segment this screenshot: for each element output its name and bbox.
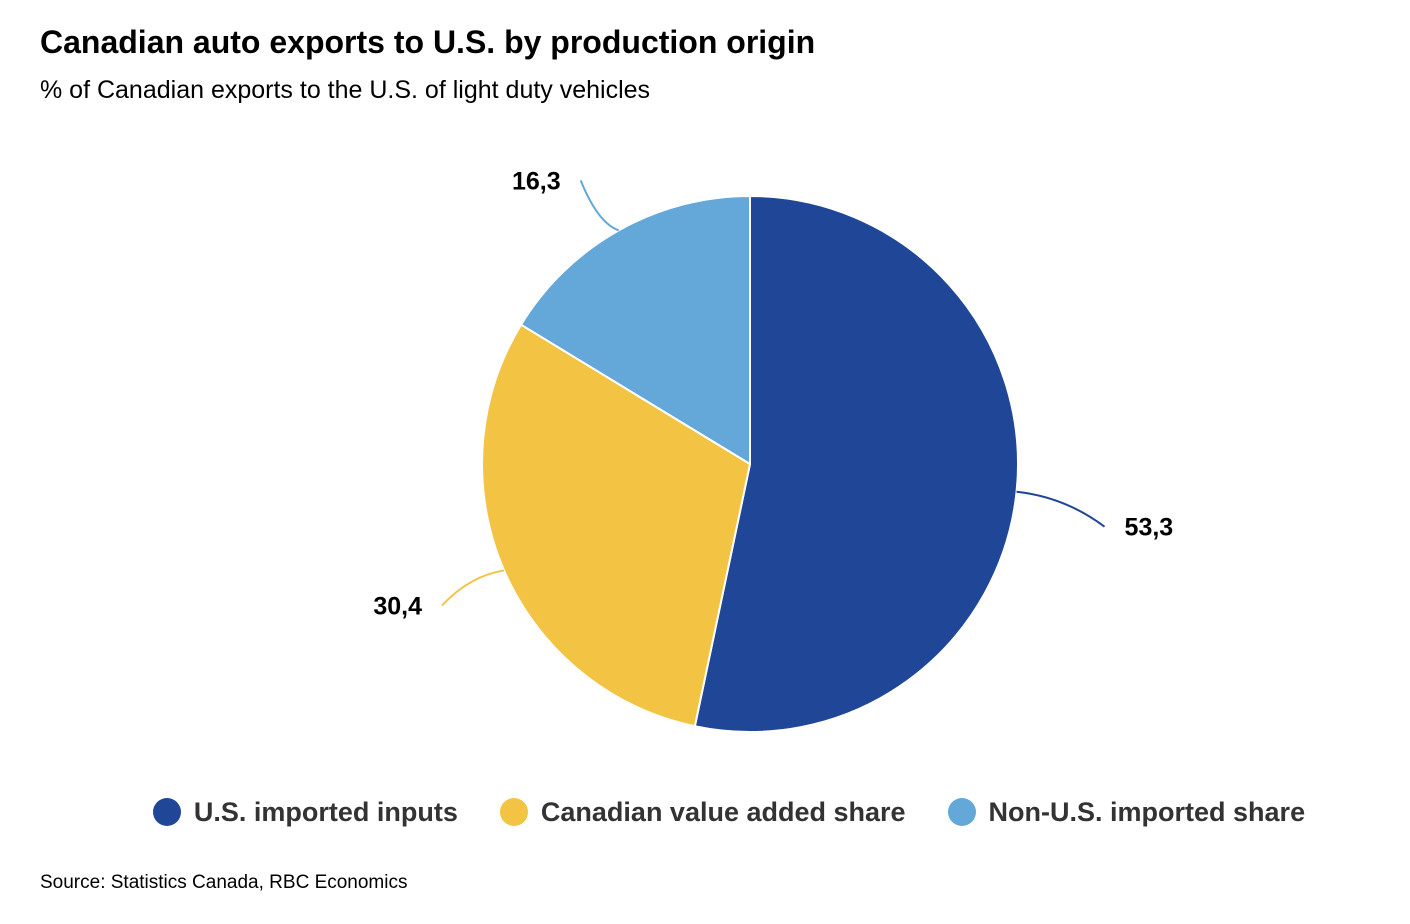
data-label-canadian-value-added-share: 30,4 — [373, 592, 422, 620]
legend-label: Canadian value added share — [540, 796, 906, 827]
data-label-u-s-imported-inputs: 53,3 — [1125, 514, 1174, 542]
legend-item-non-us-imported-share[interactable]: Non-U.S. imported share — [947, 796, 1306, 828]
leader-line-u-s-imported-inputs — [1016, 490, 1106, 528]
legend-swatch-non-us-imported-share — [947, 798, 976, 826]
leader-line-non-u-s-imported-share — [579, 180, 620, 232]
chart-title: Canadian auto exports to U.S. by product… — [40, 24, 816, 60]
chart-legend: U.S. imported inputs Canadian value adde… — [0, 790, 1410, 834]
legend-label: U.S. imported inputs — [193, 796, 458, 827]
pie-slice-u-s-imported-inputs[interactable] — [693, 195, 1019, 733]
legend-item-canadian-value-added-share[interactable]: Canadian value added share — [499, 796, 906, 828]
leader-line-canadian-value-added-share — [441, 569, 505, 607]
legend-item-us-imported-inputs[interactable]: U.S. imported inputs — [152, 796, 458, 828]
legend-swatch-canadian-value-added-share — [499, 798, 528, 826]
pie-slice-canadian-value-added-share[interactable] — [481, 323, 751, 728]
legend-swatch-us-imported-inputs — [152, 798, 181, 826]
pie-slice-non-u-s-imported-share[interactable] — [520, 195, 751, 465]
legend-label: Non-U.S. imported share — [988, 796, 1306, 827]
chart-source: Source: Statistics Canada, RBC Economics — [40, 872, 408, 893]
chart-subtitle: % of Canadian exports to the U.S. of lig… — [40, 76, 651, 104]
data-label-non-u-s-imported-share: 16,3 — [512, 167, 561, 195]
